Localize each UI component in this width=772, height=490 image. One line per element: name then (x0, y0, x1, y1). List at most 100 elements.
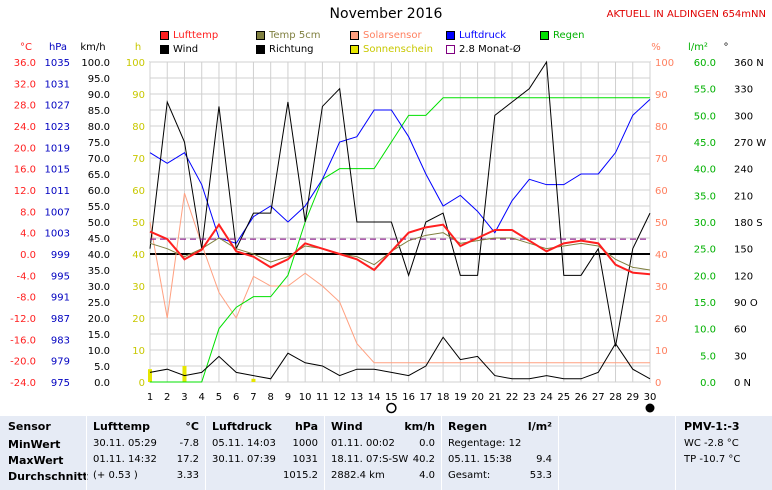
col-unit: km/h (404, 420, 435, 433)
tick-label-temp: 16.0 (14, 165, 36, 176)
tick-label-pressure: 995 (51, 271, 70, 282)
tick-label-pressure: 1015 (45, 165, 70, 176)
legend-swatch (446, 31, 455, 40)
stats-table: Sensor MinWert MaxWert Durchschnitt Luft… (0, 416, 772, 490)
weather-chart: °C36.032.028.024.020.016.012.08.04.00.0-… (10, 42, 766, 414)
table-col-empty (559, 416, 675, 490)
x-tick-label: 21 (488, 392, 501, 403)
tick-label-pressure: 975 (51, 378, 70, 389)
tick-label-wind: 85.0 (88, 106, 110, 117)
legend-swatch (256, 31, 265, 40)
x-tick-label: 7 (250, 392, 256, 403)
tick-label-percent: 60 (655, 186, 668, 197)
tick-label-wind: 55.0 (88, 202, 110, 213)
tick-label-percent: 80 (655, 122, 668, 133)
tick-label-wind: 40.0 (88, 250, 110, 261)
tick-label-temp: -8.0 (16, 293, 36, 304)
tick-label-wind: 80.0 (88, 122, 110, 133)
tick-label-direction: 330 (734, 85, 753, 96)
tick-label-wind: 35.0 (88, 266, 110, 277)
x-tick-label: 6 (233, 392, 239, 403)
legend: Lufttemp Wind Temp 5cm Richtung Solarsen… (160, 30, 620, 60)
tick-label-wind: 45.0 (88, 234, 110, 245)
tick-label-percent: 30 (655, 282, 668, 293)
tick-label-direction: 90 O (734, 298, 758, 309)
tick-label-wind: 25.0 (88, 298, 110, 309)
x-tick-label: 14 (368, 392, 381, 403)
col-header: Wind (331, 420, 363, 433)
tick-label-direction: 300 (734, 111, 753, 122)
tick-label-pressure: 1007 (45, 207, 70, 218)
cell-text: TP -10.7 °C (684, 454, 741, 465)
tick-label-pressure: 979 (51, 357, 70, 368)
tick-label-rain: 25.0 (694, 245, 716, 256)
tick-label-direction: 180 S (734, 218, 763, 229)
tick-label-pressure: 1003 (45, 229, 70, 240)
status-text: AKTUELL IN ALDINGEN 654mNN (606, 9, 766, 20)
legend-swatch (540, 31, 549, 40)
x-tick-label: 18 (437, 392, 450, 403)
tick-label-direction: 30 (734, 351, 747, 362)
legend-item-solarsensor: Solarsensor (350, 30, 422, 41)
tick-label-rain: 15.0 (694, 298, 716, 309)
row-label: MinWert (8, 438, 61, 451)
x-tick-label: 4 (199, 392, 205, 403)
tick-label-pressure: 983 (51, 335, 70, 346)
x-tick-label: 30 (644, 392, 657, 403)
tick-label-direction: 0 N (734, 378, 751, 389)
tick-label-sun: 10 (132, 346, 145, 357)
x-tick-label: 15 (385, 392, 398, 403)
tick-label-direction: 120 (734, 271, 753, 282)
tick-label-temp: -20.0 (10, 357, 36, 368)
tick-label-direction: 150 (734, 245, 753, 256)
tick-label-rain: 35.0 (694, 191, 716, 202)
legend-swatch (160, 45, 169, 54)
legend-label: 2.8 Monat-Ø (459, 44, 521, 55)
cell-text: 30.11. 07:39 (212, 454, 276, 465)
x-tick-label: 13 (351, 392, 364, 403)
x-tick-label: 29 (626, 392, 639, 403)
tick-label-wind: 95.0 (88, 74, 110, 85)
tick-label-direction: 60 (734, 325, 747, 336)
x-tick-label: 22 (506, 392, 519, 403)
legend-item-richtung: Richtung (256, 44, 314, 55)
tick-label-temp: 4.0 (20, 229, 36, 240)
cell-value: 1015.2 (283, 470, 318, 481)
tick-label-rain: 50.0 (694, 111, 716, 122)
cell-value: 1000 (292, 438, 318, 449)
col-header: Sensor (8, 420, 51, 433)
chart-title: November 2016 (329, 6, 443, 22)
col-unit: hPa (294, 420, 318, 433)
x-tick-label: 3 (181, 392, 187, 403)
tick-label-sun: 30 (132, 282, 145, 293)
tick-label-rain: 55.0 (694, 85, 716, 96)
axis-label-percent: % (651, 42, 661, 53)
tick-label-wind: 65.0 (88, 170, 110, 181)
legend-label: Richtung (269, 44, 314, 55)
x-tick-label: 28 (609, 392, 622, 403)
legend-item-monat: 2.8 Monat-Ø (446, 44, 521, 55)
tick-label-percent: 50 (655, 218, 668, 229)
bar-sonnenschein (148, 369, 152, 382)
tick-label-percent: 0 (655, 378, 661, 389)
cell-text: 05.11. 14:03 (212, 438, 276, 449)
x-tick-label: 19 (454, 392, 467, 403)
tick-label-percent: 20 (655, 314, 668, 325)
x-tick-label: 17 (419, 392, 432, 403)
legend-label: Regen (553, 30, 585, 41)
cell-text: 18.11. 07:S-SW (331, 454, 409, 465)
legend-label: Temp 5cm (269, 30, 321, 41)
tick-label-pressure: 999 (51, 250, 70, 261)
tick-label-temp: 12.0 (14, 186, 36, 197)
table-col-luftdruck: Luftdruck hPa 05.11. 14:03 1000 30.11. 0… (206, 416, 324, 490)
x-tick-label: 1 (147, 392, 153, 403)
tick-label-wind: 15.0 (88, 330, 110, 341)
legend-item-sonnenschein: Sonnenschein (350, 44, 433, 55)
tick-label-wind: 20.0 (88, 314, 110, 325)
legend-label: Sonnenschein (363, 44, 433, 55)
tick-label-rain: 45.0 (694, 138, 716, 149)
table-col-lufttemp: Lufttemp °C 30.11. 05:29 -7.8 01.11. 14:… (87, 416, 205, 490)
cell-value: 3.33 (176, 470, 199, 481)
cell-text: 2882.4 km (331, 470, 385, 481)
tick-label-percent: 40 (655, 250, 668, 261)
